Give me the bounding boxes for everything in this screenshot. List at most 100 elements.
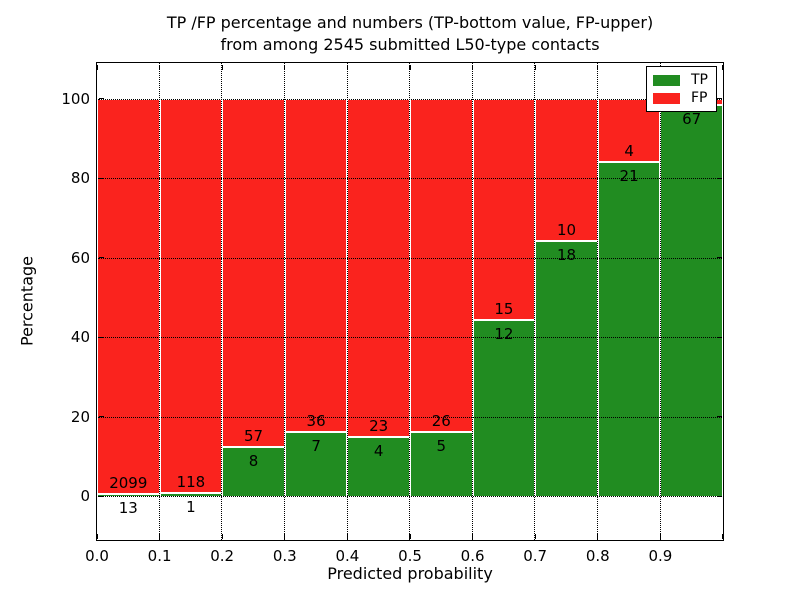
bar-count-fp: 26 [431, 412, 451, 431]
bar-count-tp: 1 [186, 497, 196, 516]
x-tick-mark [409, 533, 411, 539]
y-tick-label: 80 [70, 169, 90, 188]
y-tick-mark [98, 495, 104, 497]
bar-count-tp: 7 [311, 436, 321, 455]
chart-title-line2: from among 2545 submitted L50-type conta… [220, 35, 600, 54]
y-tick-label: 60 [70, 248, 90, 267]
y-tick-label: 0 [80, 487, 90, 506]
bar-segment-fp [472, 98, 536, 320]
bar-count-fp: 2099 [109, 473, 148, 492]
bar-count-tp: 8 [248, 452, 259, 471]
bar-segment-tp [597, 162, 661, 497]
bar-segment-fp [410, 98, 473, 433]
bar-count-tp: 13 [118, 498, 138, 517]
gridline-vertical [534, 63, 536, 540]
bar-count-fp: 15 [494, 299, 514, 318]
bar-segment-fp [97, 98, 160, 494]
x-tick-label: 0.9 [648, 547, 673, 565]
x-tick-mark [284, 533, 286, 539]
gridline-vertical [597, 63, 599, 540]
x-tick-mark-top [221, 64, 223, 70]
x-tick-mark [659, 533, 662, 539]
x-tick-mark-top [534, 64, 536, 70]
bar-count-fp: 4 [624, 142, 634, 161]
y-tick-mark-right [716, 336, 722, 338]
bar-segment-fp [159, 98, 223, 493]
y-tick-mark-right [716, 98, 722, 100]
gridline-vertical [346, 63, 348, 540]
bar-count-fp: 23 [369, 417, 389, 436]
gridline-vertical [284, 63, 286, 540]
x-tick-mark [534, 533, 536, 539]
x-tick-label: 0.2 [210, 547, 235, 565]
y-tick-mark [98, 416, 104, 418]
legend-label-tp: TP [691, 72, 708, 88]
x-tick-mark [471, 533, 474, 539]
bar-count-fp: 118 [176, 472, 206, 491]
y-tick-mark [98, 336, 104, 338]
y-tick-mark [98, 177, 104, 179]
legend-label-fp: FP [691, 90, 708, 106]
x-axis-label: Predicted probability [327, 564, 493, 583]
bar-segment-tp [410, 432, 473, 497]
bar-count-tp: 4 [373, 442, 384, 461]
y-tick-mark-right [716, 416, 722, 418]
bar-count-tp: 18 [556, 245, 577, 264]
x-tick-label: 0.5 [398, 547, 422, 565]
x-tick-mark [221, 533, 223, 539]
bar-count-tp: 21 [619, 167, 639, 186]
legend-swatch-fp-icon [653, 92, 680, 104]
y-axis-label: Percentage [17, 255, 37, 347]
x-tick-mark [722, 533, 724, 539]
y-tick-mark [98, 257, 104, 259]
bar-segment-fp [347, 98, 410, 438]
x-tick-mark-top [471, 64, 474, 70]
y-tick-label: 40 [70, 328, 90, 347]
x-tick-mark-top [284, 64, 286, 70]
gridline-vertical [409, 63, 411, 540]
bar-segment-fp [535, 98, 598, 241]
gridline-vertical [659, 63, 661, 540]
bar-count-tp: 67 [682, 109, 702, 128]
x-tick-mark [96, 533, 98, 539]
y-tick-mark [98, 98, 104, 100]
chart-title: TP /FP percentage and numbers (TP-bottom… [100, 12, 720, 56]
bar-segment-tp [472, 319, 536, 497]
bar-count-fp: 36 [306, 411, 326, 430]
bar-count-tp: 12 [494, 324, 514, 343]
gridline-vertical [158, 63, 160, 540]
x-tick-label: 0.4 [335, 547, 360, 565]
x-tick-mark-top [722, 64, 724, 70]
gridline-vertical [221, 63, 223, 540]
x-tick-mark [346, 533, 349, 539]
x-tick-mark-top [158, 64, 161, 70]
x-tick-label: 0.6 [460, 547, 485, 565]
bar-count-fp: 57 [243, 427, 264, 446]
x-tick-label: 0.3 [272, 547, 297, 565]
bar-count-tp: 5 [436, 437, 447, 456]
y-tick-mark-right [716, 495, 722, 497]
x-tick-label: 0.8 [585, 547, 610, 565]
x-tick-mark [158, 533, 161, 539]
y-tick-label: 100 [61, 89, 90, 108]
legend-swatch-tp-icon [653, 74, 680, 86]
x-tick-label: 0.0 [85, 547, 109, 565]
x-tick-mark-top [597, 64, 599, 70]
chart-title-line1: TP /FP percentage and numbers (TP-bottom… [166, 13, 654, 32]
x-tick-mark-top [409, 64, 411, 70]
bar-segment-tp [535, 240, 598, 497]
x-tick-label: 0.7 [523, 547, 548, 565]
bar-segment-tp [660, 104, 723, 497]
y-tick-mark-right [716, 177, 722, 179]
y-tick-label: 20 [70, 407, 90, 426]
bar-segment-fp [284, 98, 348, 432]
legend: TP FP [646, 66, 717, 112]
x-tick-mark [597, 533, 599, 539]
x-tick-mark-top [96, 64, 98, 70]
bar-count-fp: 10 [556, 220, 577, 239]
bar-segment-fp [222, 98, 285, 448]
gridline-vertical [471, 63, 473, 540]
x-tick-mark-top [346, 64, 349, 70]
legend-entry-fp: FP [647, 91, 716, 105]
